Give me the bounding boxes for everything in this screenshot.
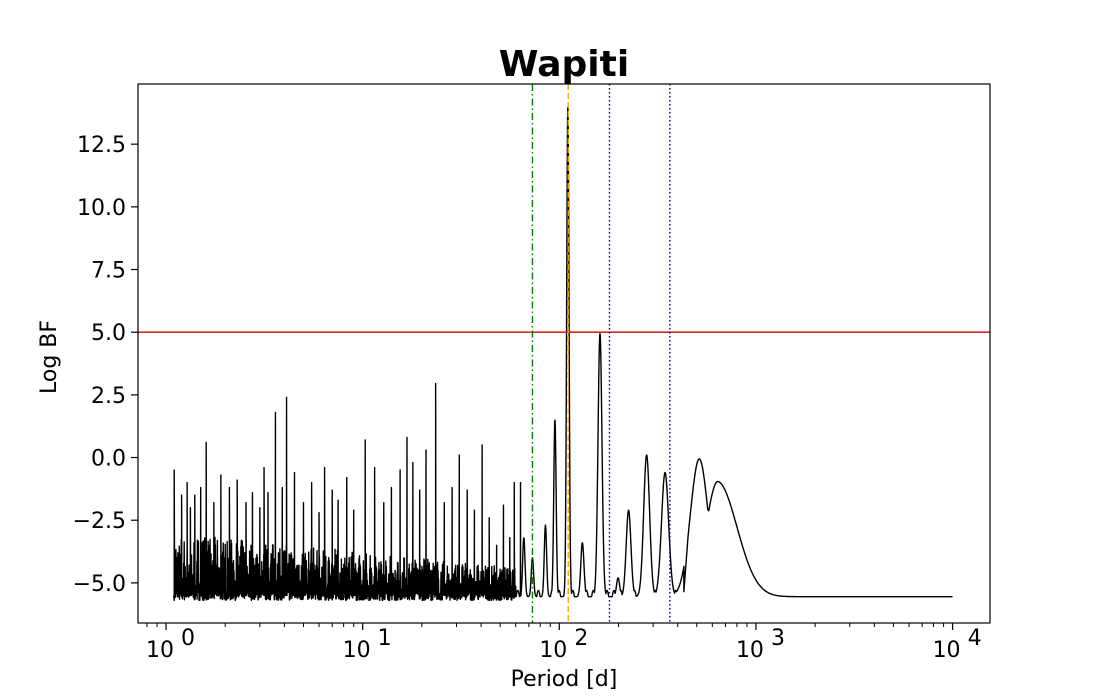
y-tick-label: −2.5: [73, 509, 126, 534]
x-axis-ticks: 10 0 10 1 10 2 10 3 10 4: [146, 623, 982, 663]
x-tick-label: 10: [343, 638, 371, 663]
x-tick-label: 10: [146, 638, 174, 663]
plot-area: [138, 84, 990, 623]
x-tick-exponent: 1: [378, 626, 392, 651]
x-tick-label: 10: [736, 638, 764, 663]
y-tick-label: 12.5: [77, 133, 126, 158]
y-axis-ticks: −5.0 −2.5 0.0 2.5 5.0 7.5 10.0 12.5: [73, 133, 138, 597]
y-tick-label: 0.0: [91, 447, 126, 472]
x-tick-exponent: 3: [771, 626, 785, 651]
plot-frame: [137, 83, 991, 624]
x-axis-label: Period [d]: [511, 667, 618, 692]
y-tick-label: 2.5: [91, 384, 126, 409]
y-tick-label: 10.0: [77, 196, 126, 221]
y-tick-label: 5.0: [91, 321, 126, 346]
x-tick-label: 10: [933, 638, 961, 663]
y-tick-label: −5.0: [73, 572, 126, 597]
y-axis-label: Log BF: [37, 320, 62, 394]
x-tick-label: 10: [539, 638, 567, 663]
x-tick-exponent: 0: [181, 626, 195, 651]
x-tick-exponent: 2: [574, 626, 588, 651]
x-tick-exponent: 4: [968, 626, 982, 651]
chart-title: Wapiti: [499, 44, 629, 85]
y-tick-label: 7.5: [91, 259, 126, 284]
log-bf-series-line: [173, 106, 953, 602]
